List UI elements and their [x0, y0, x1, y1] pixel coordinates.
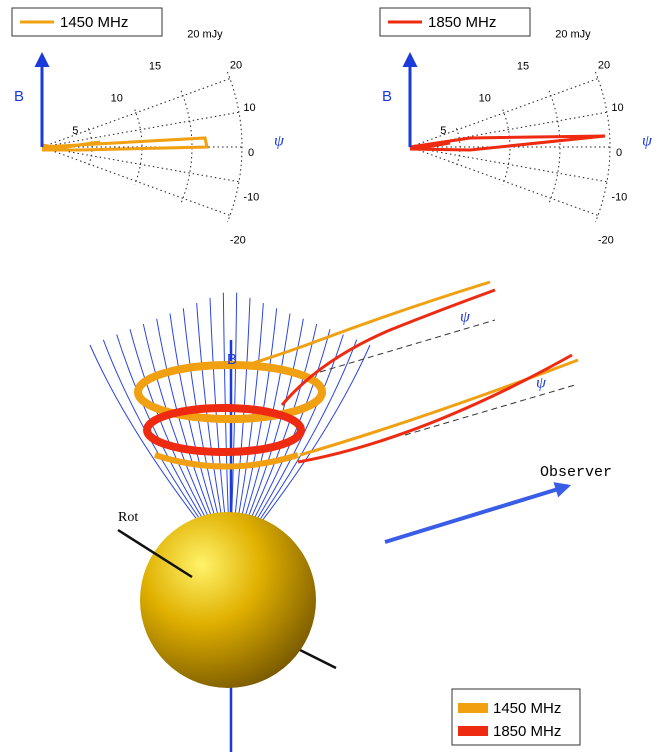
- b-label: B: [14, 88, 24, 105]
- polar-spoke: [409, 146, 599, 216]
- observer-label: Observer: [540, 464, 612, 481]
- angle-label: 20: [230, 59, 242, 71]
- radial-label: 5: [440, 125, 446, 137]
- beam-1850: [280, 288, 496, 406]
- polar-spoke: [409, 111, 608, 148]
- radial-label: 20 mJy: [187, 28, 223, 40]
- polar-spoke: [409, 146, 608, 183]
- b-label: B: [227, 351, 237, 368]
- profile-loop: [409, 134, 606, 152]
- radial-label: 10: [111, 93, 123, 105]
- legend-label: 1450 MHz: [60, 14, 128, 31]
- angle-label: 0: [616, 147, 622, 159]
- legend-label: 1850 MHz: [428, 14, 496, 31]
- ring-1850: [143, 404, 305, 456]
- radial-label: 15: [517, 60, 529, 72]
- angle-label: -20: [598, 234, 614, 246]
- rot-label: Rot: [118, 510, 138, 525]
- psi-label: ψ: [536, 375, 547, 392]
- legend-label: 1450 MHz: [493, 700, 561, 717]
- polar-arc: [134, 109, 143, 185]
- polar-arc: [455, 128, 461, 166]
- polar-spoke: [41, 78, 231, 148]
- scene: ψ ψ B Rot Observer 1450 MHz 1850 MHz: [89, 280, 612, 752]
- psi-label: ψ: [642, 133, 653, 150]
- angle-label: 10: [243, 102, 255, 114]
- polar-plot: 1850 MHz 5 10 15 20 mJy 20 10 0 -10 -20 ψ B: [379, 7, 653, 246]
- rotation-axis: [117, 528, 193, 579]
- rotation-axis: [299, 648, 337, 670]
- angle-label: -10: [243, 192, 259, 204]
- legend-swatch: [458, 703, 488, 713]
- radial-label: 10: [479, 93, 491, 105]
- star: [140, 512, 316, 688]
- observer-arrow: [384, 482, 572, 544]
- polar-arc: [226, 71, 243, 223]
- b-label: B: [382, 88, 392, 105]
- ring-1450: [134, 361, 326, 423]
- profile-loop: [41, 136, 209, 152]
- radial-label: 20 mJy: [555, 28, 591, 40]
- polar-spoke: [41, 146, 240, 183]
- psi-label: ψ: [460, 309, 471, 326]
- angle-label: 20: [598, 59, 610, 71]
- angle-label: -20: [230, 234, 246, 246]
- legend-label: 1850 MHz: [493, 723, 561, 740]
- ring-1450-lower: [154, 452, 299, 470]
- angle-label: 0: [248, 147, 254, 159]
- psi-label: ψ: [274, 133, 285, 150]
- polar-plot: 1450 MHz 5 10 15 20 mJy 20 10 0 -10 -20 ψ B: [11, 7, 285, 246]
- polar-spoke: [409, 78, 599, 148]
- polar-arc: [87, 128, 93, 166]
- beam-1850-b: [297, 353, 573, 464]
- radial-label: 15: [149, 60, 161, 72]
- reference-line: [319, 319, 496, 373]
- beam-1450: [236, 280, 491, 370]
- legend-swatch: [458, 726, 488, 736]
- radial-label: 5: [72, 125, 78, 137]
- polar-spoke: [41, 111, 240, 148]
- polar-arc: [502, 109, 511, 185]
- angle-label: -10: [611, 192, 627, 204]
- polar-arc: [594, 71, 611, 223]
- polar-spoke: [41, 146, 231, 216]
- angle-label: 10: [611, 102, 623, 114]
